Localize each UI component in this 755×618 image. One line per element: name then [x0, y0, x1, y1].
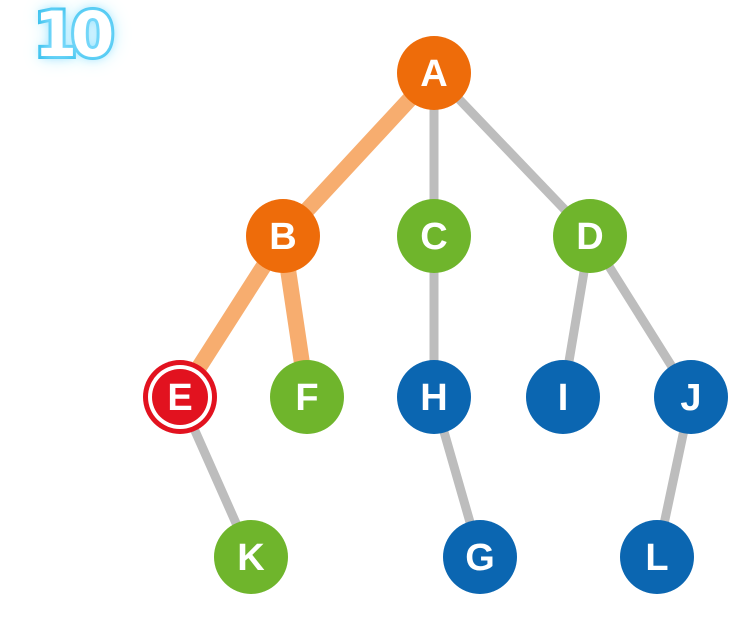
- node-e: E: [143, 360, 217, 434]
- node-a: A: [397, 36, 471, 110]
- edges-layer: [172, 65, 696, 562]
- node-d-circle: [553, 199, 627, 273]
- node-g-label: G: [465, 537, 495, 579]
- node-l-label: L: [645, 537, 668, 579]
- node-b-label: B: [269, 216, 296, 258]
- node-g-circle: [443, 520, 517, 594]
- node-d-label: D: [576, 216, 603, 258]
- node-f-label: F: [295, 377, 318, 419]
- node-e-label: E: [167, 377, 192, 419]
- node-h: H: [397, 360, 471, 434]
- node-l-circle: [620, 520, 694, 594]
- node-k-label: K: [237, 537, 265, 579]
- node-c: C: [397, 199, 471, 273]
- node-i-circle: [526, 360, 600, 434]
- node-k: K: [214, 520, 288, 594]
- node-a-circle: [397, 36, 471, 110]
- node-c-circle: [397, 199, 471, 273]
- node-j-circle: [654, 360, 728, 434]
- node-l: L: [620, 520, 694, 594]
- node-c-label: C: [420, 216, 447, 258]
- node-d: D: [553, 199, 627, 273]
- node-i: I: [526, 360, 600, 434]
- node-i-label: I: [558, 377, 569, 419]
- node-j-label: J: [680, 377, 701, 419]
- edge-a-d: [429, 68, 595, 241]
- node-g: G: [443, 520, 517, 594]
- node-a-label: A: [420, 53, 447, 95]
- node-j: J: [654, 360, 728, 434]
- node-h-label: H: [420, 377, 447, 419]
- node-f: F: [270, 360, 344, 434]
- node-e-circle: [152, 369, 208, 425]
- nodes-layer: A B C D E F H I J K G L: [143, 36, 728, 594]
- node-k-circle: [214, 520, 288, 594]
- node-h-circle: [397, 360, 471, 434]
- node-f-circle: [270, 360, 344, 434]
- node-b-circle: [246, 199, 320, 273]
- step-number: 10: [31, 0, 117, 71]
- edge-a-b: [275, 65, 442, 244]
- node-b: B: [246, 199, 320, 273]
